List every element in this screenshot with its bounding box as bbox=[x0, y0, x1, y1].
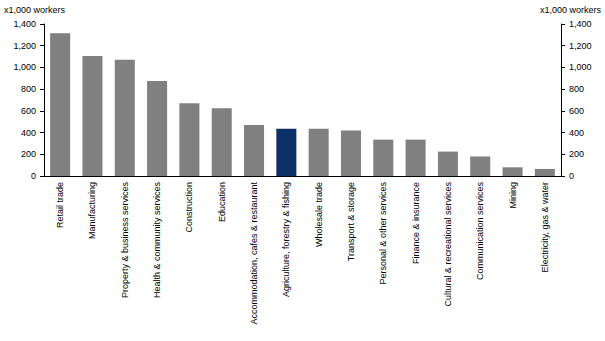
svg-text:1,200: 1,200 bbox=[13, 41, 36, 51]
svg-text:Retail trade: Retail trade bbox=[55, 182, 65, 228]
svg-text:800: 800 bbox=[569, 84, 584, 94]
svg-text:Health & community services: Health & community services bbox=[152, 182, 162, 299]
svg-text:800: 800 bbox=[21, 84, 36, 94]
svg-text:600: 600 bbox=[21, 106, 36, 116]
svg-text:Mining: Mining bbox=[508, 182, 518, 209]
svg-text:200: 200 bbox=[569, 149, 584, 159]
svg-text:1,400: 1,400 bbox=[569, 19, 592, 29]
svg-text:Electricity, gas & water: Electricity, gas & water bbox=[540, 182, 550, 272]
svg-text:Education: Education bbox=[217, 182, 227, 222]
svg-text:Construction: Construction bbox=[184, 182, 194, 233]
svg-text:x1,000 workers: x1,000 workers bbox=[540, 5, 602, 15]
svg-text:Finance & insurance: Finance & insurance bbox=[411, 182, 421, 264]
svg-text:Wholesale trade: Wholesale trade bbox=[314, 182, 324, 247]
svg-text:Transport & storage: Transport & storage bbox=[346, 182, 356, 261]
svg-text:Communication services: Communication services bbox=[475, 182, 485, 281]
svg-text:400: 400 bbox=[569, 128, 584, 138]
svg-text:200: 200 bbox=[21, 149, 36, 159]
svg-text:Property & business services: Property & business services bbox=[120, 182, 130, 299]
svg-text:Manufacturing: Manufacturing bbox=[87, 182, 97, 239]
svg-text:0: 0 bbox=[31, 171, 36, 181]
svg-text:1,000: 1,000 bbox=[569, 62, 592, 72]
svg-text:1,200: 1,200 bbox=[569, 41, 592, 51]
svg-text:Agriculture, forestry & fishin: Agriculture, forestry & fishing bbox=[281, 182, 291, 297]
svg-text:1,000: 1,000 bbox=[13, 62, 36, 72]
svg-text:400: 400 bbox=[21, 128, 36, 138]
svg-text:Personal & other services: Personal & other services bbox=[378, 182, 388, 285]
svg-text:Cultural & recreational servic: Cultural & recreational services bbox=[443, 182, 453, 307]
svg-text:Accommodation, cafes & restaur: Accommodation, cafes & restaurant bbox=[249, 182, 259, 325]
svg-text:600: 600 bbox=[569, 106, 584, 116]
svg-text:x1,000 workers: x1,000 workers bbox=[4, 5, 66, 15]
svg-text:0: 0 bbox=[569, 171, 574, 181]
svg-text:1,400: 1,400 bbox=[13, 19, 36, 29]
